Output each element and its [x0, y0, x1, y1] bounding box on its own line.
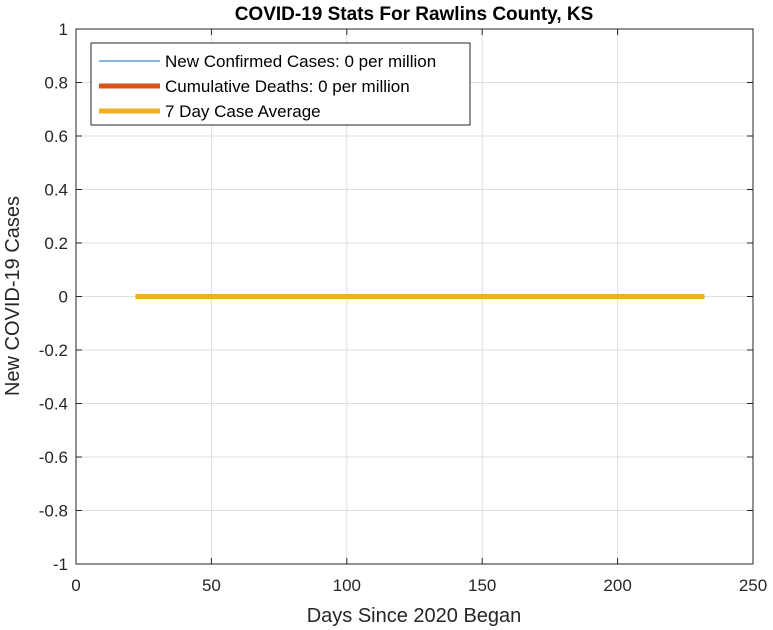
x-tick-label: 250 [739, 576, 767, 595]
y-tick-label: -0.8 [39, 502, 68, 521]
y-tick-label: 0.6 [44, 127, 68, 146]
chart-title: COVID-19 Stats For Rawlins County, KS [235, 4, 594, 25]
y-tick-label: -0.6 [39, 448, 68, 467]
y-tick-label: -1 [53, 555, 68, 574]
y-tick-label: 0 [59, 288, 68, 307]
x-tick-label: 200 [603, 576, 631, 595]
legend-label-2: Cumulative Deaths: 0 per million [165, 77, 410, 96]
x-tick-label: 100 [333, 576, 361, 595]
y-tick-label: 0.2 [44, 234, 68, 253]
legend-label-1: New Confirmed Cases: 0 per million [165, 52, 436, 71]
x-axis-label: Days Since 2020 Began [307, 605, 522, 627]
y-tick-label: -0.2 [39, 341, 68, 360]
legend-label-3: 7 Day Case Average [165, 102, 321, 121]
x-tick-label: 0 [71, 576, 80, 595]
y-tick-label: -0.4 [39, 395, 68, 414]
legend-items: New Confirmed Cases: 0 per million Cumula… [99, 52, 436, 121]
y-tick-label: 0.4 [44, 181, 68, 200]
y-axis-label: New COVID-19 Cases [2, 196, 24, 396]
x-tick-label: 150 [468, 576, 496, 595]
y-tick-label: 1 [59, 20, 68, 39]
x-tick-label: 50 [202, 576, 221, 595]
y-tick-label: 0.8 [44, 74, 68, 93]
legend: New Confirmed Cases: 0 per million Cumula… [90, 42, 471, 126]
ticks: 0 50 100 150 200 250 -1 -0.8 -0.6 -0.4 -0.2 0 0.2 0.4… [39, 20, 767, 595]
